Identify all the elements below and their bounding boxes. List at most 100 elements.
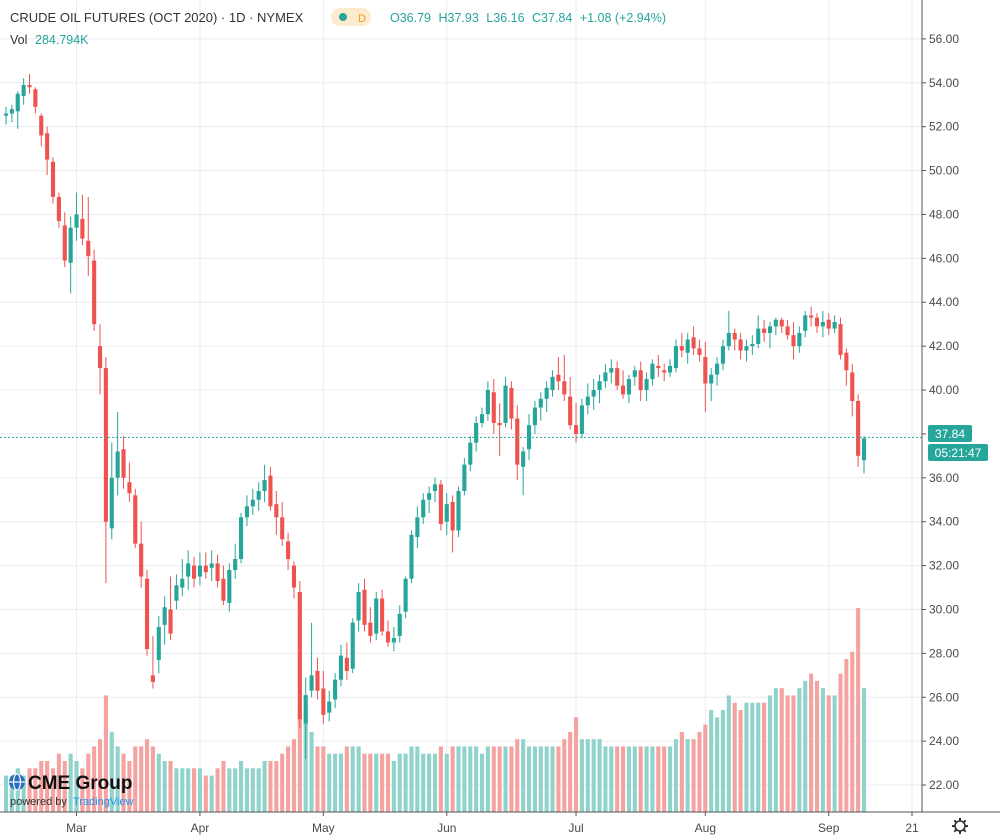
volume-bar bbox=[474, 746, 479, 812]
volume-bar bbox=[814, 680, 820, 812]
candle-body bbox=[368, 622, 373, 636]
last-price-text: 37.84 bbox=[935, 427, 965, 441]
x-tick-label: Sep bbox=[818, 821, 840, 835]
powered-by-text: powered by bbox=[10, 796, 67, 808]
candle bbox=[203, 552, 208, 579]
candle-body bbox=[92, 260, 97, 325]
candle-body bbox=[573, 425, 579, 434]
candle-body bbox=[168, 609, 173, 634]
candle bbox=[438, 480, 443, 531]
volume-bar bbox=[450, 746, 455, 812]
candle-body bbox=[809, 315, 814, 318]
volume-bar bbox=[521, 739, 526, 812]
volume-bar bbox=[732, 702, 737, 812]
candle-body bbox=[97, 346, 103, 369]
volume-bar bbox=[315, 746, 320, 812]
candle-body bbox=[180, 578, 185, 588]
candle bbox=[286, 532, 291, 570]
candle-body bbox=[456, 490, 461, 531]
candle bbox=[15, 91, 20, 129]
candle-body bbox=[668, 365, 673, 373]
gear-icon[interactable] bbox=[952, 818, 968, 834]
candle bbox=[744, 339, 749, 362]
candle bbox=[274, 490, 279, 535]
candle bbox=[133, 488, 138, 549]
volume-bar bbox=[538, 746, 543, 812]
candle-body bbox=[803, 315, 808, 331]
time-axis[interactable]: Mar Apr May Jun Jul Aug Sep 21 bbox=[0, 811, 1000, 835]
candle bbox=[767, 321, 773, 349]
candle-body bbox=[738, 339, 743, 351]
candle-body bbox=[356, 591, 361, 621]
y-tick-label: 56.00 bbox=[929, 32, 959, 46]
candle bbox=[803, 311, 808, 338]
volume-bar bbox=[544, 746, 549, 812]
volume-bar bbox=[597, 739, 602, 812]
candle bbox=[662, 363, 667, 382]
x-tick-label: Jul bbox=[568, 821, 583, 835]
candle-body bbox=[39, 115, 44, 136]
candle-body bbox=[50, 161, 56, 197]
volume-bar bbox=[50, 768, 56, 812]
candle-body bbox=[362, 589, 367, 625]
candle bbox=[45, 126, 50, 175]
candle-body bbox=[814, 317, 820, 327]
candle-body bbox=[139, 543, 144, 577]
candle-body bbox=[744, 346, 749, 351]
candle bbox=[391, 627, 396, 652]
candle bbox=[538, 392, 543, 421]
volume-bar bbox=[215, 768, 220, 812]
candle bbox=[350, 618, 355, 674]
candle-body bbox=[503, 385, 508, 423]
candle bbox=[62, 212, 67, 268]
candle bbox=[180, 559, 185, 597]
candle bbox=[809, 306, 814, 327]
volume-bar bbox=[720, 710, 726, 812]
candle-body bbox=[309, 675, 314, 691]
countdown-text: 05:21:47 bbox=[935, 446, 982, 460]
candle bbox=[56, 192, 61, 228]
candle bbox=[532, 401, 537, 434]
volume-bar bbox=[86, 753, 91, 812]
candle bbox=[215, 554, 220, 588]
candle bbox=[491, 379, 496, 434]
volume-bar bbox=[191, 768, 197, 812]
candle bbox=[280, 501, 285, 546]
volume-bar bbox=[27, 768, 32, 812]
candle-body bbox=[650, 363, 655, 380]
price-axis[interactable]: 22.00 24.00 26.00 28.00 30.00 32.00 34.00 36.00… bbox=[921, 0, 959, 812]
candle-body bbox=[550, 376, 555, 391]
volume-bar bbox=[826, 695, 831, 812]
volume-bar bbox=[362, 753, 367, 812]
candle-body bbox=[767, 326, 773, 333]
symbol-title[interactable]: CRUDE OIL FUTURES (OCT 2020) · 1D · NYME… bbox=[10, 10, 304, 25]
candle bbox=[432, 477, 438, 502]
candle bbox=[679, 332, 684, 358]
x-tick-label: Jun bbox=[437, 821, 456, 835]
volume-bar bbox=[427, 753, 432, 812]
cme-branding[interactable]: CME Group powered by TradingView bbox=[9, 773, 134, 808]
candle bbox=[333, 673, 338, 709]
candle-body bbox=[274, 504, 279, 518]
candle bbox=[121, 436, 126, 489]
candle-body bbox=[380, 598, 385, 632]
candle bbox=[485, 381, 490, 421]
volume-bar bbox=[485, 746, 490, 812]
candle bbox=[209, 550, 214, 581]
candle-body bbox=[644, 379, 649, 391]
candle bbox=[585, 383, 590, 415]
volume-bar bbox=[391, 761, 396, 812]
candle bbox=[720, 339, 726, 371]
candlesticks[interactable] bbox=[3, 74, 867, 759]
volume-bar bbox=[56, 753, 61, 812]
candle bbox=[573, 403, 579, 443]
candle-body bbox=[68, 227, 73, 263]
candle-body bbox=[509, 387, 514, 419]
candle-body bbox=[115, 451, 120, 478]
volume-bar bbox=[579, 739, 584, 812]
candle bbox=[479, 407, 485, 428]
interval-pill[interactable] bbox=[331, 8, 371, 26]
y-tick-label: 44.00 bbox=[929, 295, 959, 309]
volume-bar bbox=[791, 695, 796, 812]
candle bbox=[315, 657, 320, 700]
